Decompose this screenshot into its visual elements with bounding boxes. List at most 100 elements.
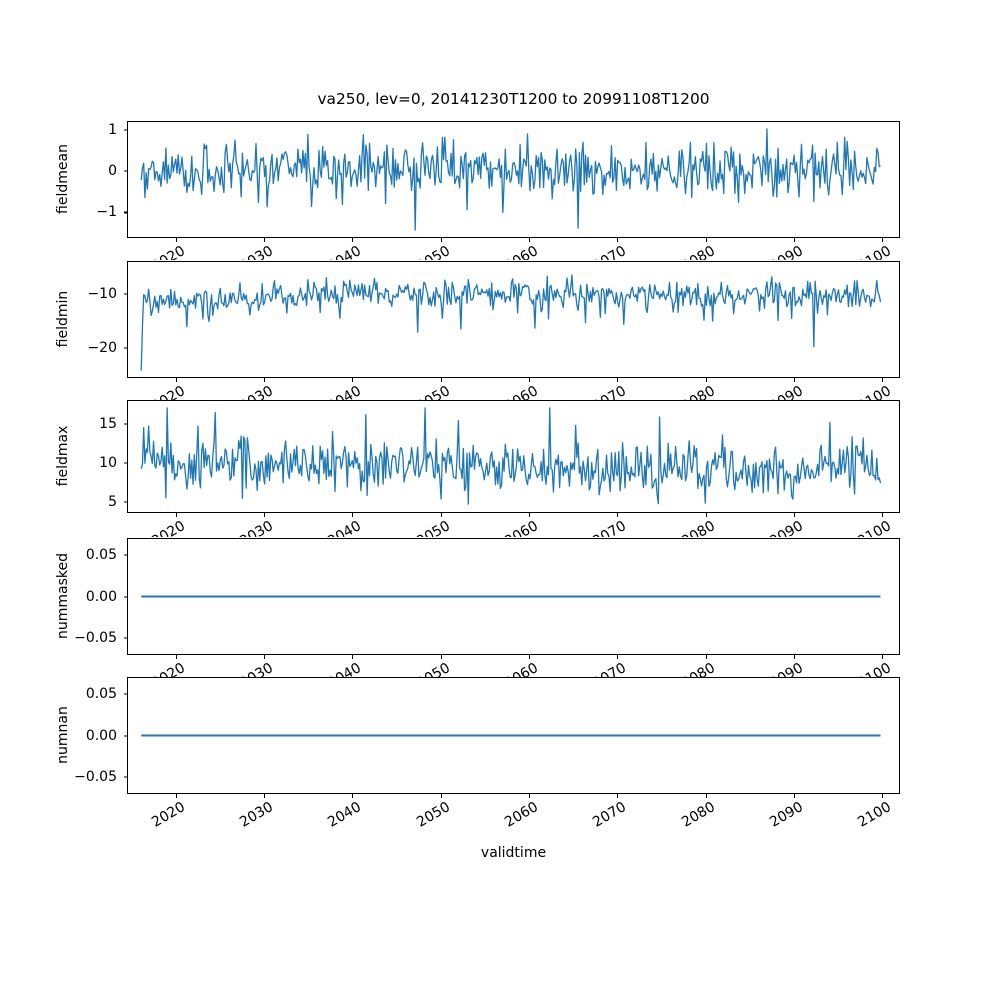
x-tick-mark [705, 794, 707, 798]
x-tick-label: 2100 [855, 518, 895, 537]
x-tick-mark [352, 794, 354, 798]
y-tick-mark [123, 501, 127, 503]
x-tick-mark [528, 238, 530, 242]
x-tick-label: 2050 [413, 243, 453, 260]
x-tick-label: 2030 [237, 518, 276, 537]
y-tick-mark [123, 347, 127, 349]
y-tick-label: −0.05 [74, 630, 117, 647]
y-axis-label-fieldmin: fieldmin [55, 290, 71, 347]
x-tick-label: 2070 [590, 518, 630, 537]
series-line-nummasked [128, 539, 899, 654]
y-tick-mark [123, 462, 127, 464]
x-tick-label: 2100 [855, 243, 895, 260]
y-tick-mark [123, 734, 127, 737]
x-tick-mark [617, 378, 619, 382]
x-tick-label: 2090 [767, 383, 806, 400]
plot-area-fieldmin [128, 262, 899, 377]
x-tick-mark [793, 794, 796, 798]
y-tick-mark [123, 293, 127, 295]
x-tick-mark [617, 238, 619, 242]
x-tick-label: 2050 [413, 799, 453, 831]
xtick-labels-nummasked: 2020 2030 2040 2050 2060 2070 2080 2090 2100 [127, 655, 907, 677]
x-tick-label: 2070 [590, 660, 630, 677]
x-tick-label: 2050 [413, 383, 453, 400]
y-tick-label: 5 [108, 494, 117, 511]
y-tick-label: −20 [87, 340, 117, 357]
x-tick-mark [528, 655, 530, 659]
x-tick-label: 2020 [148, 243, 188, 260]
x-tick-mark [263, 378, 265, 382]
y-tick-label: −0.05 [74, 769, 117, 786]
x-tick-label: 2050 [413, 660, 453, 677]
x-tick-mark [793, 655, 796, 659]
panel-fieldmean [127, 121, 900, 238]
x-tick-mark [617, 655, 619, 659]
y-tick-label: 0 [108, 163, 117, 180]
x-tick-label: 2070 [590, 383, 630, 400]
x-tick-label: 2060 [502, 243, 541, 260]
x-tick-mark [528, 378, 530, 382]
y-tick-label: 0.05 [85, 685, 117, 702]
x-tick-mark [440, 378, 442, 382]
x-tick-label: 2060 [502, 660, 541, 677]
x-tick-label: 2090 [767, 799, 806, 831]
xtick-labels-fieldmin: 2020 2030 2040 2050 2060 2070 2080 2090 2100 [127, 378, 907, 400]
x-tick-mark [882, 655, 884, 659]
x-tick-label: 2070 [590, 799, 630, 831]
plot-area-fieldmean [128, 122, 899, 237]
x-tick-mark [882, 513, 884, 517]
figure-title: va250, lev=0, 20141230T1200 to 20991108T… [317, 90, 710, 108]
x-tick-mark [705, 513, 707, 517]
series-line-numnan [128, 678, 899, 793]
x-tick-label: 2100 [855, 660, 895, 677]
xtick-labels-fieldmean: 2020 2030 2040 2050 2060 2070 2080 2090 2100 [127, 238, 907, 260]
x-tick-mark [263, 794, 265, 798]
x-tick-mark [528, 513, 530, 517]
x-tick-mark [352, 655, 354, 659]
x-tick-mark [440, 794, 442, 798]
y-tick-mark [123, 554, 127, 556]
x-tick-mark [882, 794, 884, 798]
x-tick-mark [175, 238, 177, 242]
y-tick-label: −10 [87, 285, 117, 302]
y-tick-mark [123, 595, 127, 598]
x-tick-label: 2020 [148, 383, 188, 400]
y-tick-label: 0.00 [85, 588, 117, 605]
x-tick-mark [352, 378, 354, 382]
y-tick-label: 0.00 [85, 727, 117, 744]
x-tick-mark [175, 655, 177, 659]
y-tick-mark [123, 637, 127, 639]
x-tick-label: 2030 [237, 660, 276, 677]
x-tick-label: 2090 [767, 243, 806, 260]
x-tick-label: 2020 [148, 518, 188, 537]
x-tick-mark [440, 655, 442, 659]
x-tick-mark [793, 378, 796, 382]
x-axis-label: validtime [480, 845, 547, 861]
x-tick-mark [705, 378, 707, 382]
xtick-labels-numnan: 2020 2030 2040 2050 2060 2070 2080 2090 2100 [127, 794, 907, 842]
x-tick-mark [352, 513, 354, 517]
x-tick-mark [705, 238, 707, 242]
x-tick-mark [882, 378, 884, 382]
x-tick-label: 2030 [237, 383, 276, 400]
panel-fieldmax [127, 400, 900, 513]
x-tick-label: 2100 [855, 799, 895, 831]
y-tick-mark [123, 170, 127, 172]
x-tick-label: 2100 [855, 383, 895, 400]
x-tick-mark [528, 794, 530, 798]
x-tick-label: 2070 [590, 243, 630, 260]
x-tick-label: 2040 [325, 243, 365, 260]
xtick-labels-fieldmax: 2020 2030 2040 2050 2060 2070 2080 2090 2100 [127, 513, 907, 537]
x-tick-label: 2060 [502, 383, 541, 400]
x-tick-label: 2090 [767, 518, 806, 537]
x-tick-mark [263, 238, 265, 242]
plot-area-nummasked [128, 539, 899, 654]
plot-area-numnan [128, 678, 899, 793]
x-tick-mark [440, 238, 442, 242]
series-line-fieldmean [128, 122, 899, 237]
x-tick-mark [617, 513, 619, 517]
x-tick-label: 2040 [325, 660, 365, 677]
x-tick-mark [263, 655, 265, 659]
x-tick-mark [882, 238, 884, 242]
